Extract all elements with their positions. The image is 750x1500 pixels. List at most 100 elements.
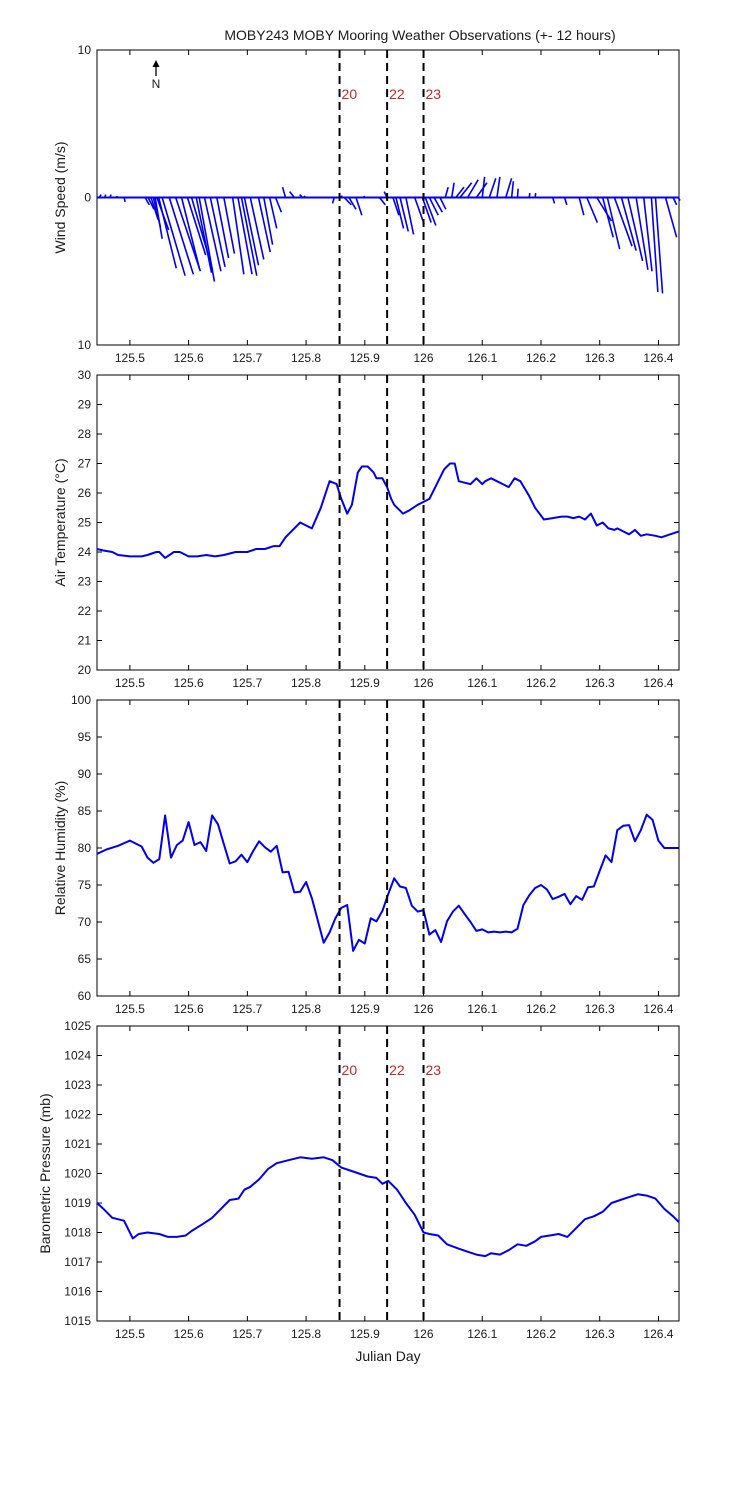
wind-vector — [168, 197, 195, 275]
y-tick-label: 21 — [78, 634, 92, 648]
wind-vector — [180, 197, 201, 270]
wind-vector — [195, 197, 213, 273]
wind-vector — [459, 182, 473, 198]
x-tick-label: 125.7 — [232, 676, 262, 690]
x-tick-label: 126.1 — [467, 1002, 497, 1016]
y-tick-label: 1025 — [64, 1019, 91, 1033]
y-tick-label: 29 — [78, 398, 92, 412]
x-tick-label: 125.6 — [174, 351, 204, 365]
y-tick-label: 0 — [84, 191, 91, 205]
panel-relative_humidity: 125.5 125.6 125.7 125.8 125.9 126 126.1 126.2 12… — [52, 693, 680, 1016]
x-tick-label: 125.5 — [115, 676, 145, 690]
north-arrow-head-icon — [152, 60, 160, 67]
wind-vector — [504, 178, 513, 198]
wind-vector — [444, 186, 449, 198]
wind-vector — [237, 197, 253, 275]
wind-vector — [399, 197, 410, 232]
wind-vector — [257, 197, 272, 253]
wind-vector — [263, 197, 274, 245]
x-axis-title: Julian Day — [355, 1348, 420, 1364]
x-tick-label: 126.3 — [585, 676, 615, 690]
x-tick-label: 126 — [414, 1327, 434, 1341]
wind-vector — [481, 176, 486, 198]
y-tick-label: 1021 — [64, 1137, 91, 1151]
series-line-relative_humidity — [96, 813, 679, 952]
series-line-barometric_pressure — [96, 1156, 680, 1258]
y-tick-label: 23 — [78, 575, 92, 589]
wind-vector — [488, 178, 497, 198]
wind-vector — [606, 197, 621, 250]
wind-vector — [281, 186, 287, 198]
north-arrow-label: N — [152, 77, 161, 91]
panel-barometric_pressure: 125.5 125.6 125.7 125.8 125.9 126 126.1 126.2 12… — [37, 1019, 680, 1364]
marker-label: 20 — [342, 86, 358, 102]
y-tick-label: 1015 — [64, 1314, 91, 1328]
wind-vector — [98, 194, 102, 198]
wind-vector — [109, 194, 112, 198]
wind-vector — [154, 197, 163, 239]
x-tick-label: 125.9 — [350, 1327, 380, 1341]
wind-vector — [672, 197, 678, 206]
x-tick-label: 126.4 — [643, 351, 673, 365]
wind-vector — [103, 194, 107, 198]
wind-vector — [150, 197, 159, 220]
wind-vector — [157, 197, 178, 269]
wind-vector — [355, 197, 363, 216]
x-tick-label: 125.7 — [232, 1327, 262, 1341]
wind-vector — [496, 176, 501, 198]
x-tick-label: 125.6 — [174, 676, 204, 690]
y-axis-title: Wind Speed (m/s) — [52, 141, 68, 253]
marker-label: 22 — [389, 86, 405, 102]
x-tick-label: 125.5 — [115, 1327, 145, 1341]
y-tick-label: 90 — [78, 767, 92, 781]
wind-vector — [240, 197, 258, 276]
y-tick-label: 65 — [78, 952, 92, 966]
wind-vector — [405, 197, 415, 235]
x-tick-label: 125.7 — [232, 1002, 262, 1016]
y-axis-title: Air Temperature (°C) — [52, 458, 68, 586]
x-tick-label: 125.9 — [350, 1002, 380, 1016]
x-tick-label: 126 — [414, 1002, 434, 1016]
wind-vector — [274, 197, 283, 213]
wind-vector — [551, 197, 556, 204]
x-tick-label: 125.7 — [232, 351, 262, 365]
x-tick-label: 126.2 — [526, 1002, 556, 1016]
wind-vector — [203, 197, 222, 272]
wind-vector — [578, 197, 585, 216]
wind-vector — [243, 197, 260, 266]
x-tick-label: 126.3 — [585, 1327, 615, 1341]
wind-vector — [627, 197, 644, 262]
wind-vector — [209, 197, 226, 267]
x-tick-label: 125.8 — [291, 351, 321, 365]
wind-vector — [433, 197, 444, 213]
marker-label: 23 — [426, 1062, 442, 1078]
x-tick-label: 125.5 — [115, 351, 145, 365]
wind-vector — [586, 197, 599, 223]
x-tick-label: 126.1 — [467, 1327, 497, 1341]
y-tick-label: 1018 — [64, 1226, 91, 1240]
y-tick-label: 27 — [78, 457, 92, 471]
y-tick-label: 60 — [78, 989, 92, 1003]
y-tick-label: 1016 — [64, 1285, 91, 1299]
marker-label: 22 — [389, 1062, 405, 1078]
wind-vector — [231, 197, 245, 275]
wind-vector — [161, 197, 186, 276]
x-tick-label: 125.6 — [174, 1002, 204, 1016]
x-tick-label: 125.8 — [291, 676, 321, 690]
y-tick-label: 10 — [78, 338, 92, 352]
series-line-air_temperature — [96, 462, 680, 559]
x-tick-label: 125.8 — [291, 1327, 321, 1341]
y-tick-label: 85 — [78, 804, 92, 818]
x-tick-label: 126.1 — [467, 351, 497, 365]
y-tick-label: 100 — [71, 693, 91, 707]
wind-vector — [421, 197, 432, 223]
y-tick-label: 1020 — [64, 1167, 91, 1181]
wind-vector — [198, 197, 216, 282]
y-tick-label: 30 — [78, 368, 92, 382]
wind-vector — [348, 197, 357, 210]
wind-vector — [378, 197, 386, 206]
y-tick-label: 1022 — [64, 1108, 91, 1122]
wind-vector — [123, 197, 126, 203]
wind-vector — [343, 196, 352, 206]
